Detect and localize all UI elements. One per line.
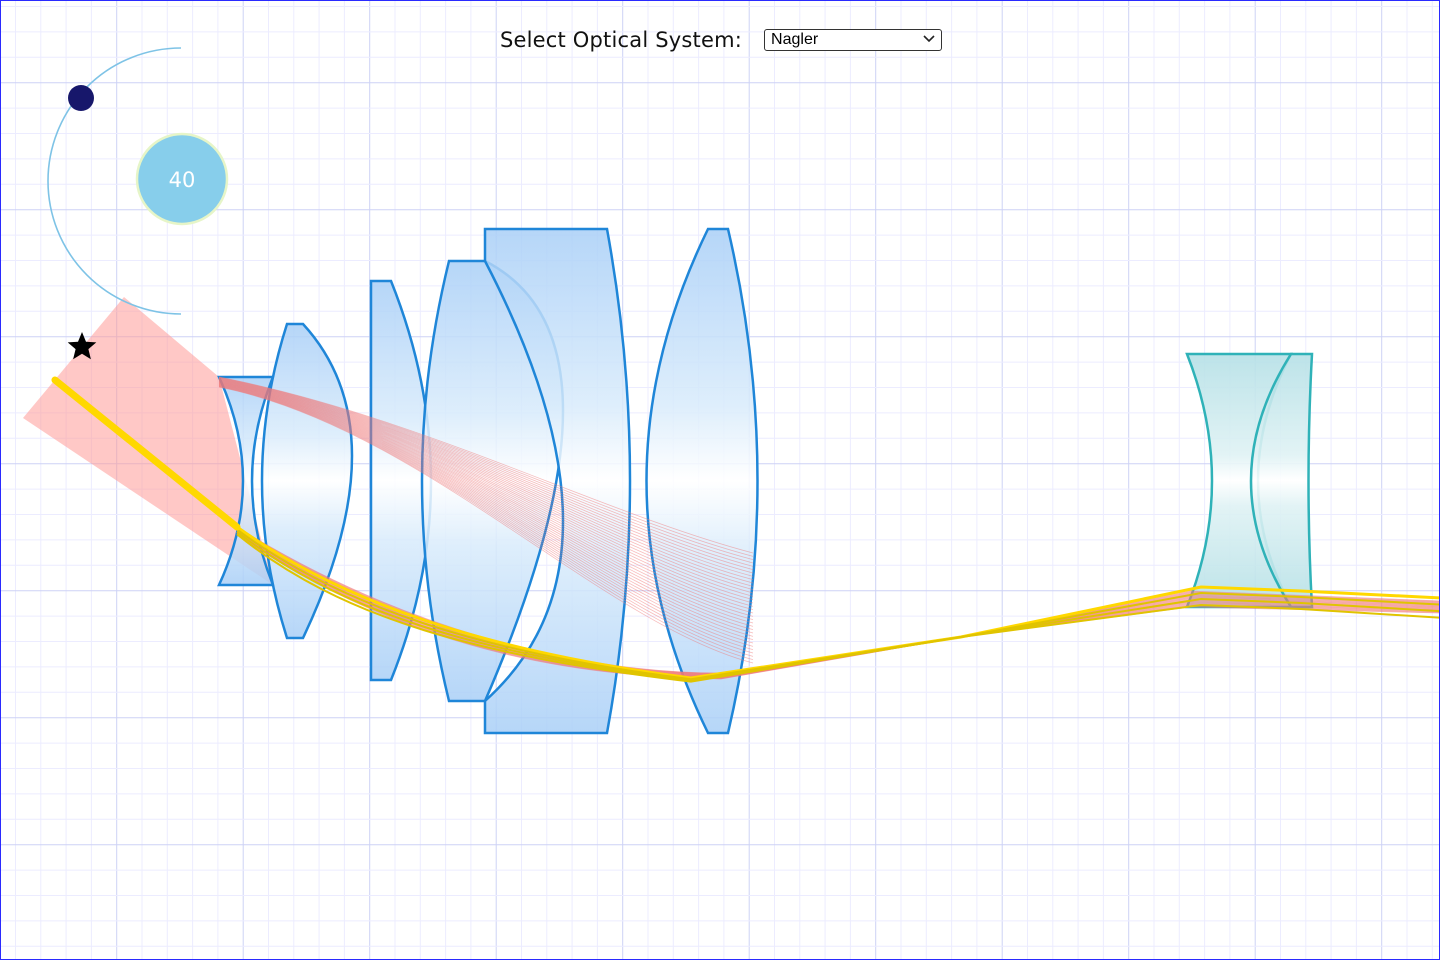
ray-fan bbox=[218, 376, 1439, 683]
angle-control[interactable]: 40 bbox=[47, 47, 229, 315]
optical-system-select[interactable]: Nagler bbox=[764, 29, 943, 51]
system-selector-bar: Select Optical System: Nagler bbox=[1, 28, 1439, 52]
chevron-down-icon bbox=[923, 34, 935, 46]
incoming-beam bbox=[23, 297, 273, 585]
angle-knob[interactable] bbox=[68, 85, 94, 111]
system-selector-label: Select Optical System: bbox=[499, 28, 743, 52]
angle-arc[interactable] bbox=[47, 47, 182, 315]
lens-6-biconvex[interactable] bbox=[645, 227, 759, 735]
star-icon[interactable] bbox=[67, 332, 97, 360]
selected-system-value: Nagler bbox=[771, 31, 819, 48]
angle-value: 40 bbox=[169, 168, 196, 192]
lens-5-doublet-rear[interactable] bbox=[483, 227, 632, 735]
angle-badge bbox=[135, 132, 229, 226]
chief-ray bbox=[51, 376, 241, 531]
lens-group bbox=[217, 227, 1314, 735]
